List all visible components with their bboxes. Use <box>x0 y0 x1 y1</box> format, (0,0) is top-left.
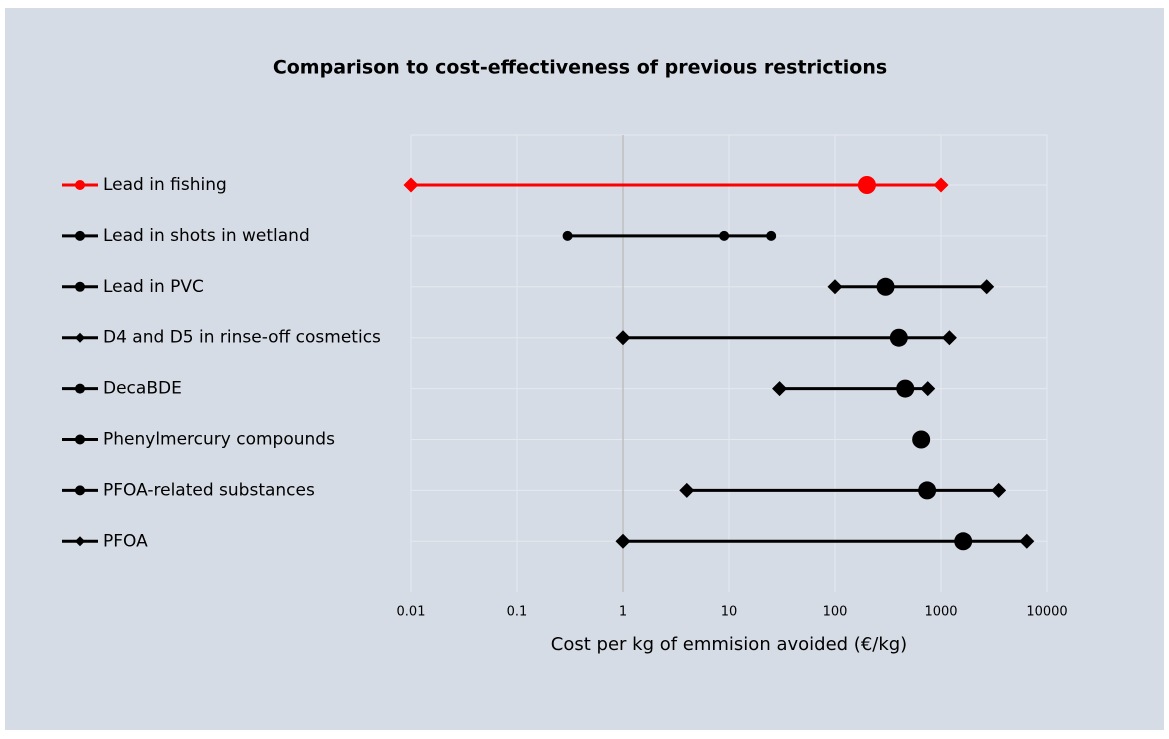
x-tick-label: 0.1 <box>507 605 528 620</box>
big-circle-marker <box>889 328 908 347</box>
big-circle-marker <box>912 430 931 449</box>
big-circle-marker <box>918 481 937 500</box>
x-axis-label: Cost per kg of emmision avoided (€/kg) <box>551 634 907 655</box>
diamond-marker <box>403 177 419 193</box>
x-tick-label: 0.01 <box>397 605 426 620</box>
big-circle-marker <box>954 532 973 551</box>
legend-marker <box>75 332 85 343</box>
diamond-marker <box>615 533 631 549</box>
diamond-marker <box>979 279 995 295</box>
diamond-marker <box>933 177 949 193</box>
diamond-marker <box>772 381 788 397</box>
big-circle-marker <box>857 176 876 194</box>
diamond-marker <box>991 482 1007 498</box>
row-label: PFOA <box>103 531 148 551</box>
circle-marker <box>719 230 730 241</box>
row-label: DecaBDE <box>103 379 182 399</box>
row-label: Lead in PVC <box>103 277 204 297</box>
diamond-marker <box>615 330 631 346</box>
legend-marker <box>75 536 85 547</box>
legend-marker <box>75 180 85 190</box>
x-tick-label: 1000 <box>924 605 957 620</box>
row-label: Phenylmercury compounds <box>103 430 335 450</box>
row-label: D4 and D5 in rinse-off cosmetics <box>103 328 381 348</box>
legend-marker <box>75 434 85 445</box>
circle-marker <box>766 230 777 241</box>
background <box>5 8 1164 730</box>
legend-marker <box>75 281 85 292</box>
x-tick-label: 10000 <box>1026 605 1067 620</box>
legend-marker <box>75 230 85 241</box>
big-circle-marker <box>896 379 915 398</box>
chart-title: Comparison to cost-effectiveness of prev… <box>273 57 887 79</box>
x-tick-label: 1 <box>619 605 627 620</box>
diamond-marker <box>1019 533 1035 549</box>
x-tick-label: 10 <box>721 605 738 620</box>
diamond-marker <box>941 330 957 346</box>
x-tick-label: 100 <box>823 605 848 620</box>
legend-marker <box>75 485 85 496</box>
diamond-marker <box>920 381 936 397</box>
legend-marker <box>75 383 85 394</box>
diamond-marker <box>679 482 695 498</box>
row-label: Lead in shots in wetland <box>103 226 310 246</box>
row-label: Lead in fishing <box>103 175 227 195</box>
diamond-marker <box>827 279 843 295</box>
big-circle-marker <box>876 277 895 296</box>
row-label: PFOA-related substances <box>103 480 315 500</box>
circle-marker <box>562 230 573 241</box>
